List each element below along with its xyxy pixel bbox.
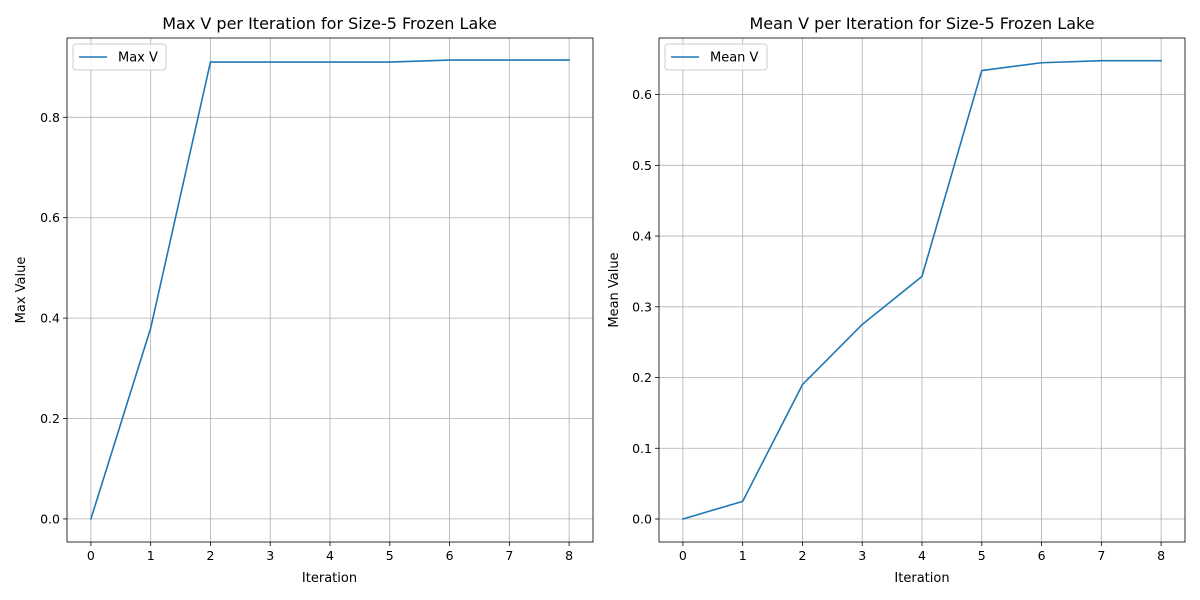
chart-max-v-lines (89, 59, 570, 520)
x-tick-label: 1 (739, 548, 747, 563)
y-tick-label: 0.6 (40, 210, 60, 225)
y-tick-label: 0.4 (632, 229, 652, 244)
chart-mean-v-legend: Mean V (664, 43, 768, 71)
chart-mean-v-ylabel: Mean Value (607, 252, 622, 327)
chart-mean-v-title: Mean V per Iteration for Size-5 Frozen L… (749, 14, 1094, 33)
chart-max-v-ticks: 0 1 2 3 4 5 6 7 8 0.0 0.2 0.4 0.6 0.8 (40, 110, 573, 563)
chart-max-v-grid (67, 38, 593, 542)
y-tick-label: 0.2 (632, 370, 652, 385)
x-tick-label: 6 (1038, 548, 1046, 563)
chart-mean-v-ticks: 0 1 2 3 4 5 6 7 8 0.0 0.1 0.2 0.3 0.4 0.5 0.6 (632, 87, 1165, 563)
y-tick-label: 0.0 (632, 512, 652, 527)
y-tick-label: 0.0 (40, 511, 60, 526)
chart-max-v: Max V per Iteration for Size-5 Frozen La… (14, 14, 594, 586)
y-tick-label: 0.3 (632, 299, 652, 314)
x-tick-label: 4 (918, 548, 926, 563)
chart-mean-v: Mean V per Iteration for Size-5 Frozen L… (607, 14, 1186, 586)
x-tick-label: 7 (505, 548, 513, 563)
y-tick-label: 0.8 (40, 110, 60, 125)
x-tick-label: 0 (679, 548, 687, 563)
chart-max-v-title: Max V per Iteration for Size-5 Frozen La… (162, 14, 497, 33)
y-tick-label: 0.6 (632, 87, 652, 102)
x-tick-label: 3 (266, 548, 274, 563)
x-tick-label: 5 (386, 548, 394, 563)
x-tick-label: 4 (326, 548, 334, 563)
chart-max-v-legend-label: Max V (118, 51, 158, 66)
chart-max-v-ylabel: Max Value (14, 257, 29, 324)
chart-mean-v-lines (681, 59, 1162, 521)
chart-max-v-legend-box (72, 43, 167, 71)
chart-mean-v-grid (659, 38, 1185, 542)
x-tick-label: 8 (565, 548, 573, 563)
chart-mean-v-legend-label: Mean V (710, 51, 759, 66)
x-tick-label: 6 (446, 548, 454, 563)
series-line-0 (89, 59, 570, 520)
y-tick-label: 0.4 (40, 311, 60, 326)
x-tick-label: 3 (858, 548, 866, 563)
y-tick-label: 0.2 (40, 411, 60, 426)
x-tick-label: 2 (798, 548, 806, 563)
x-tick-label: 0 (87, 548, 95, 563)
y-tick-label: 0.5 (632, 158, 652, 173)
chart-max-v-xlabel: Iteration (302, 571, 357, 586)
x-tick-label: 8 (1157, 548, 1165, 563)
chart-max-v-legend: Max V (72, 43, 167, 71)
series-line-0 (681, 59, 1162, 521)
chart-mean-v-xlabel: Iteration (894, 571, 949, 586)
x-tick-label: 7 (1097, 548, 1105, 563)
x-tick-label: 2 (206, 548, 214, 563)
y-tick-label: 0.1 (632, 441, 652, 456)
x-tick-label: 5 (978, 548, 986, 563)
chart-mean-v-legend-box (664, 43, 768, 71)
x-tick-label: 1 (147, 548, 155, 563)
